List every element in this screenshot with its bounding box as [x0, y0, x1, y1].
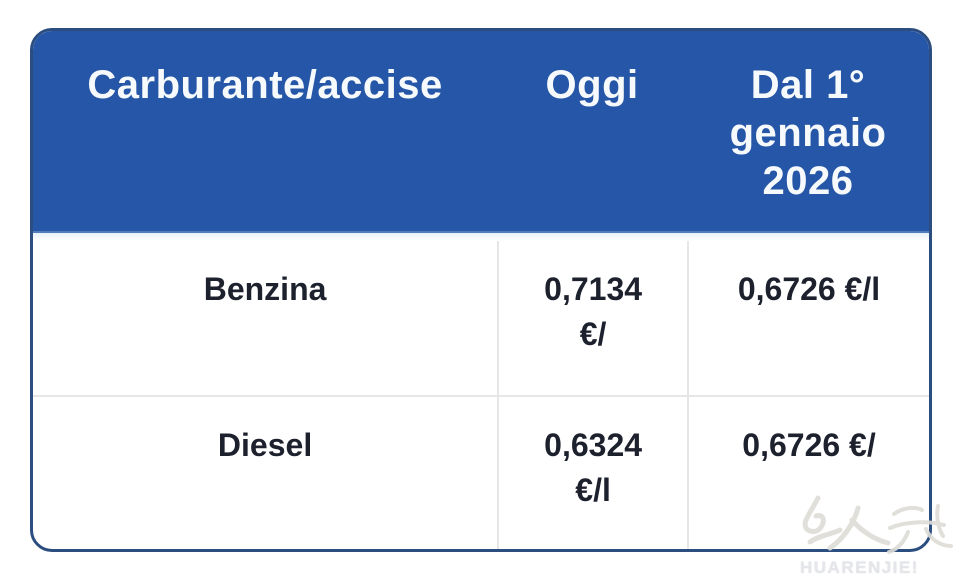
table-body: Benzina 0,7134 €/ 0,6726 €/l Diesel 0,63…	[33, 241, 929, 549]
cell-benzina-dal-2026: 0,6726 €/l	[687, 241, 929, 395]
header-carburante-accise: Carburante/accise	[87, 63, 443, 107]
cell-benzina-label: Benzina	[203, 271, 327, 307]
header-oggi: Oggi	[545, 63, 639, 107]
fuel-excise-table-card: Carburante/accise Oggi Dal 1° gennaio 20…	[30, 28, 932, 552]
cell-diesel-dal-2026: 0,6726 €/	[687, 395, 929, 549]
cell-diesel-oggi: 0,6324 €/l	[497, 395, 688, 549]
header-dal-1-gennaio-2026: Dal 1° gennaio 2026	[729, 63, 887, 203]
table-header-row: Carburante/accise Oggi Dal 1° gennaio 20…	[33, 31, 929, 233]
header-bottom-glow	[33, 233, 929, 241]
cell-benzina-oggi: 0,7134 €/	[497, 241, 687, 395]
cell-diesel-label: Diesel	[33, 395, 498, 549]
watermark-latin-label: HUARENJIE!	[800, 558, 919, 577]
